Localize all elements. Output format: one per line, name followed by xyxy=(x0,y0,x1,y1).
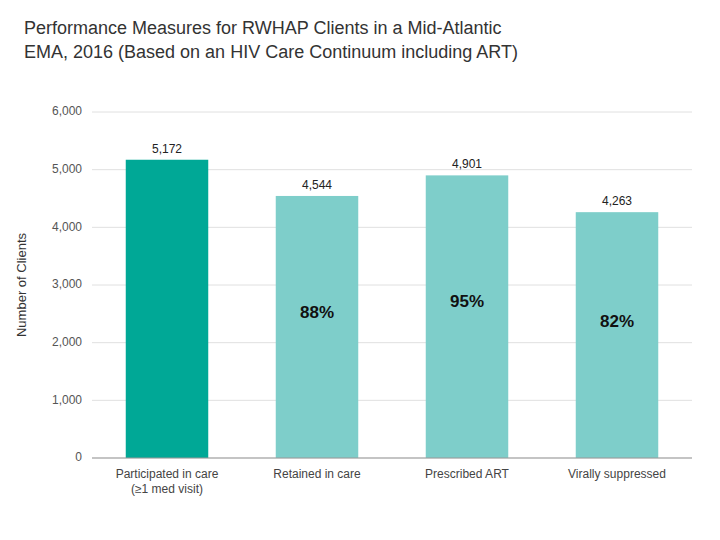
bars xyxy=(126,160,659,458)
value-label: 5,172 xyxy=(152,142,182,156)
y-tick-label: 5,000 xyxy=(52,162,82,176)
chart-container: Performance Measures for RWHAP Clients i… xyxy=(0,0,720,540)
grid xyxy=(92,112,692,458)
percent-label: 82% xyxy=(600,312,634,331)
x-tick-label: Virally suppressed xyxy=(568,467,666,481)
x-tick-label: Prescribed ART xyxy=(425,467,509,481)
y-tick-label: 3,000 xyxy=(52,277,82,291)
labels: 5,172 4,544 88% 4,901 95% 4,263 82% xyxy=(152,142,634,332)
value-label: 4,901 xyxy=(452,157,482,171)
title: Performance Measures for RWHAP Clients i… xyxy=(24,18,518,62)
x-axis-line xyxy=(92,458,692,459)
value-label: 4,544 xyxy=(302,178,332,192)
y-tick-label: 4,000 xyxy=(52,220,82,234)
y-tick-label: 0 xyxy=(75,450,82,464)
bar xyxy=(126,160,209,458)
percent-label: 88% xyxy=(300,303,334,322)
x-tick-label: Participated in care(≥1 med visit) xyxy=(116,467,219,496)
y-tick-label: 6,000 xyxy=(52,104,82,118)
bar xyxy=(426,175,509,458)
x-tick-label: Retained in care xyxy=(273,467,361,481)
chart-svg: Performance Measures for RWHAP Clients i… xyxy=(0,0,720,540)
y-tick-label: 1,000 xyxy=(52,393,82,407)
bar xyxy=(576,212,659,458)
bar xyxy=(276,196,359,458)
background xyxy=(0,0,720,540)
percent-label: 95% xyxy=(450,292,484,311)
grid-line xyxy=(92,112,692,113)
grid-line xyxy=(92,458,692,459)
y-axis-label: Number of Clients xyxy=(14,232,29,337)
value-label: 4,263 xyxy=(602,194,632,208)
y-tick-label: 2,000 xyxy=(52,335,82,349)
